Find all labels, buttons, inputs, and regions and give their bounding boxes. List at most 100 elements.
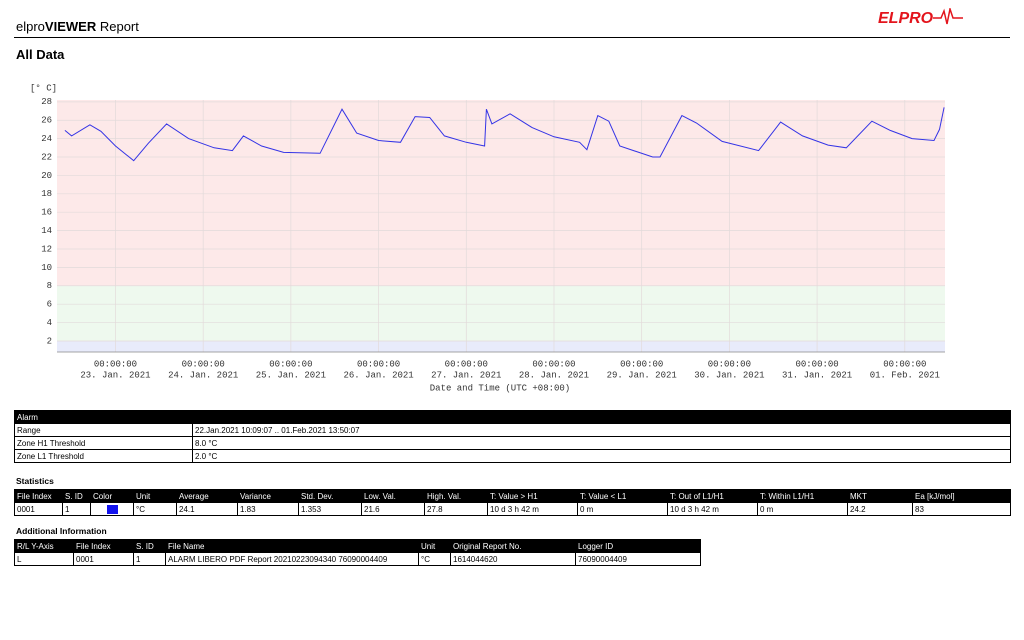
cell: 10 d 3 h 42 m	[667, 502, 758, 516]
column-header: Unit	[133, 489, 177, 503]
cell: °C	[133, 502, 177, 516]
logo: ELPRO	[878, 6, 964, 28]
y-tick-label: 6	[47, 300, 52, 310]
column-header: T: Out of L1/H1	[667, 489, 758, 503]
section-title: All Data	[16, 47, 65, 62]
column-header: Unit	[418, 539, 451, 553]
x-tick-time: 00:00:00	[357, 359, 400, 369]
y-tick-label: 24	[41, 134, 52, 144]
row: Zone L1 Threshold 2.0 °C	[14, 449, 1012, 463]
column-header: File Name	[165, 539, 419, 553]
stats-title: Statistics	[16, 476, 54, 486]
x-tick-date: 23. Jan. 2021	[80, 370, 150, 380]
cell: 0 m	[757, 502, 848, 516]
zone-above-h1	[57, 100, 945, 286]
zone-between	[57, 285, 945, 341]
y-tick-label: 26	[41, 116, 52, 126]
cell: ALARM LIBERO PDF Report 20210223094340 7…	[165, 552, 419, 566]
stats-table: File Index S. ID Color Unit Average Variance S…	[14, 489, 1011, 516]
cell: 1614044620	[450, 552, 576, 566]
cell: °C	[418, 552, 451, 566]
cell: Zone L1 Threshold	[14, 449, 193, 463]
cell: 1	[133, 552, 166, 566]
y-tick-label: 20	[41, 171, 52, 181]
x-tick-time: 00:00:00	[795, 359, 838, 369]
cell: 0001	[14, 502, 63, 516]
cell: 76090004409	[575, 552, 701, 566]
cell: 10 d 3 h 42 m	[487, 502, 578, 516]
cell: 22.Jan.2021 10:09:07 .. 01.Feb.2021 13:5…	[191, 423, 1012, 437]
x-tick-date: 30. Jan. 2021	[694, 370, 764, 380]
x-tick-date: 28. Jan. 2021	[519, 370, 589, 380]
chart: [° C] Date and Time (UTC +08:00) 24 6 8 10 1…	[30, 83, 945, 393]
row: Range 22.Jan.2021 10:09:07 .. 01.Feb.2021…	[14, 423, 1012, 437]
header-row: File Index S. ID Color Unit Average Variance S…	[14, 489, 1011, 503]
x-tick-date: 24. Jan. 2021	[168, 370, 238, 380]
cell: 1	[62, 502, 91, 516]
column-header: S. ID	[133, 539, 166, 553]
column-header: Average	[176, 489, 238, 503]
column-header: MKT	[847, 489, 913, 503]
x-tick-date: 31. Jan. 2021	[782, 370, 852, 380]
cell: 0001	[73, 552, 134, 566]
x-tick-date: 26. Jan. 2021	[343, 370, 413, 380]
column-header: File Index	[73, 539, 134, 553]
x-tick-time: 00:00:00	[708, 359, 751, 369]
column-header: Variance	[237, 489, 299, 503]
cell: 1.83	[237, 502, 299, 516]
x-tick-time: 00:00:00	[269, 359, 312, 369]
additional-title: Additional Information	[16, 526, 107, 536]
header-prefix: elpro	[16, 19, 45, 34]
column-header: R/L Y-Axis	[14, 539, 74, 553]
y-tick-label: 18	[41, 189, 52, 199]
x-tick-time: 00:00:00	[94, 359, 137, 369]
alarm-table: Alarm Range 22.Jan.2021 10:09:07 .. 01.Feb…	[13, 410, 1012, 463]
column-header: High. Val.	[424, 489, 488, 503]
x-tick-date: 01. Feb. 2021	[870, 370, 940, 380]
column-header: T: Within L1/H1	[757, 489, 848, 503]
cell: 21.6	[361, 502, 425, 516]
cell: Zone H1 Threshold	[14, 436, 193, 450]
cell: 24.1	[176, 502, 238, 516]
x-tick-time: 00:00:00	[620, 359, 663, 369]
column-header: T: Value < L1	[577, 489, 668, 503]
y-tick-label: 12	[41, 244, 52, 254]
temperature-line	[64, 107, 945, 162]
color-swatch	[106, 504, 118, 514]
column-header: Low. Val.	[361, 489, 425, 503]
row: Zone H1 Threshold 8.0 °C	[14, 436, 1012, 450]
cell: 27.8	[424, 502, 488, 516]
x-tick-time: 00:00:00	[532, 359, 575, 369]
y-tick-label: 10	[41, 263, 52, 273]
cell: 24.2	[847, 502, 913, 516]
column-header: Logger ID	[575, 539, 701, 553]
cell: 0 m	[577, 502, 668, 516]
column-header: Ea [kJ/mol]	[912, 489, 1011, 503]
cell: 2.0 °C	[191, 449, 1012, 463]
table-title: Alarm	[13, 410, 1012, 424]
column-header: File Index	[14, 489, 63, 503]
logo-pulse	[933, 6, 964, 25]
column-header: S. ID	[62, 489, 91, 503]
cell: 83	[912, 502, 1011, 516]
x-tick-date: 25. Jan. 2021	[256, 370, 326, 380]
x-tick-time: 00:00:00	[883, 359, 926, 369]
y-tick-label: 8	[47, 281, 52, 291]
report-header: elproVIEWER Report	[16, 19, 139, 34]
row: 0001 1 °C 24.1 1.83 1.353 21.6 27.8 10 d 3 h 42 …	[14, 502, 1011, 516]
x-tick-date: 27. Jan. 2021	[431, 370, 501, 380]
cell: L	[14, 552, 74, 566]
x-axis-title: Date and Time (UTC +08:00)	[430, 383, 570, 393]
x-tick-date: 29. Jan. 2021	[607, 370, 677, 380]
y-tick-label: 16	[41, 208, 52, 218]
column-header: T: Value > H1	[487, 489, 578, 503]
cell: 8.0 °C	[191, 436, 1012, 450]
y-tick-label: 2	[47, 336, 52, 346]
additional-table: R/L Y-Axis File Index S. ID File Name Unit Or…	[14, 539, 701, 566]
y-tick-label: 14	[41, 226, 52, 236]
column-header: Original Report No.	[450, 539, 576, 553]
x-tick-time: 00:00:00	[182, 359, 225, 369]
header-row: R/L Y-Axis File Index S. ID File Name Unit Or…	[14, 539, 701, 553]
cell: 1.353	[298, 502, 362, 516]
y-unit: [° C]	[30, 83, 57, 93]
